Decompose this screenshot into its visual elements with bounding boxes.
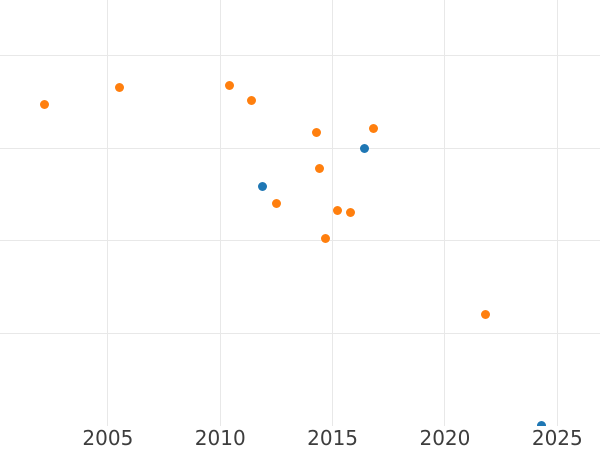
x-tick-label: 2020: [419, 426, 471, 450]
x-tick-label: 2005: [82, 426, 134, 450]
scatter-point-orange-series: [114, 83, 124, 93]
scatter-point-orange-series: [346, 207, 356, 217]
horizontal-gridline: [0, 147, 600, 149]
plot-area: [0, 0, 600, 426]
scatter-point-blue-series: [359, 143, 369, 153]
horizontal-gridline: [0, 240, 600, 242]
x-tick-label: 2015: [307, 426, 359, 450]
scatter-point-orange-series: [314, 164, 324, 174]
scatter-point-orange-series: [480, 310, 490, 320]
scatter-point-orange-series: [368, 124, 378, 134]
vertical-gridline: [219, 0, 221, 426]
scatter-point-orange-series: [332, 205, 342, 215]
scatter-point-orange-series: [40, 100, 50, 110]
scatter-point-orange-series: [312, 127, 322, 137]
x-tick-label: 2010: [194, 426, 246, 450]
x-tick-label: 2025: [531, 426, 583, 450]
x-axis: 2005 2010 2015 2020 2025: [0, 426, 600, 450]
vertical-gridline: [556, 0, 558, 426]
vertical-gridline: [444, 0, 446, 426]
scatter-point-blue-series: [258, 181, 268, 191]
vertical-gridline: [332, 0, 334, 426]
horizontal-gridline: [0, 55, 600, 57]
horizontal-gridline: [0, 332, 600, 334]
scatter-point-orange-series: [224, 80, 234, 90]
scatter-point-blue-series: [537, 420, 547, 426]
scatter-point-orange-series: [247, 96, 257, 106]
scatter-point-orange-series: [321, 234, 331, 244]
scatter-point-orange-series: [271, 199, 281, 209]
vertical-gridline: [107, 0, 109, 426]
